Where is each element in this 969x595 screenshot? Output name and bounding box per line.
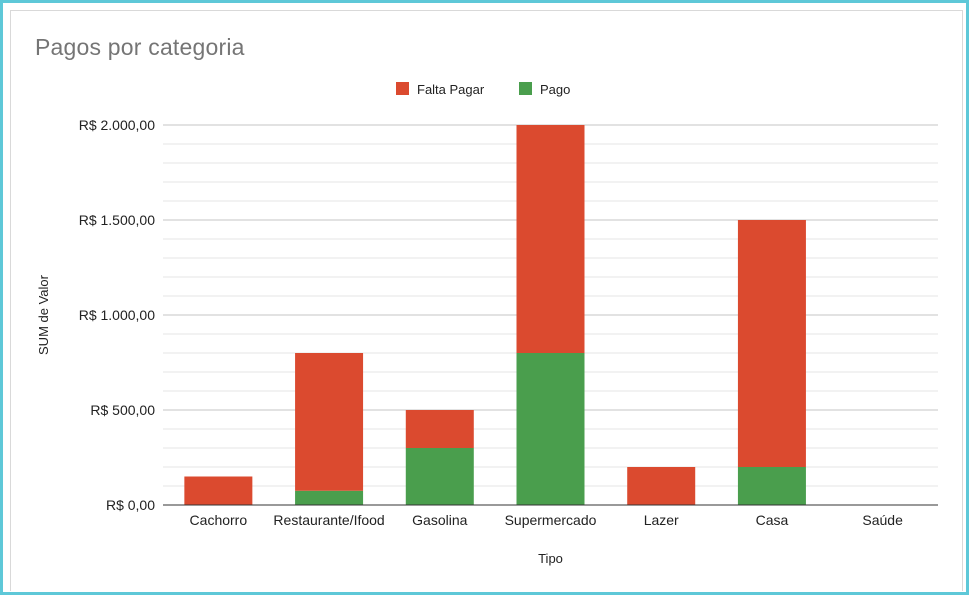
bar-casa-falta-pagar[interactable]: [737, 220, 806, 467]
legend-label: Pago: [540, 82, 570, 97]
x-tick-label: Lazer: [644, 512, 679, 528]
legend-swatch: [396, 82, 409, 95]
y-tick-label: R$ 1.000,00: [79, 307, 155, 323]
x-tick-label: Supermercado: [505, 512, 597, 528]
legend-item-falta-pagar[interactable]: Falta Pagar: [396, 82, 485, 97]
x-axis-title: Tipo: [538, 551, 563, 566]
y-tick-label: R$ 0,00: [106, 497, 155, 513]
y-tick-label: R$ 500,00: [90, 402, 155, 418]
x-tick-label: Saúde: [862, 512, 903, 528]
x-axis-ticks: Cachorro Restaurante/Ifood Gasolina Superme…: [190, 512, 904, 528]
bar-cachorro-falta-pagar[interactable]: [184, 476, 253, 506]
bar-casa-pago[interactable]: [737, 467, 806, 505]
bar-lazer-falta-pagar[interactable]: [627, 467, 696, 505]
y-axis-title: SUM de Valor: [36, 274, 51, 355]
legend[interactable]: Falta Pagar Pago: [396, 82, 570, 97]
bar-supermercado-falta-pagar[interactable]: [516, 125, 585, 353]
y-axis-ticks: R$ 0,00 R$ 500,00 R$ 1.000,00 R$ 1.500,00 R$…: [79, 117, 156, 513]
bars: [184, 125, 806, 505]
legend-label: Falta Pagar: [417, 82, 485, 97]
x-tick-label: Casa: [756, 512, 789, 528]
y-tick-label: R$ 2.000,00: [79, 117, 155, 133]
x-tick-label: Gasolina: [412, 512, 467, 528]
legend-item-pago[interactable]: Pago: [519, 82, 570, 97]
legend-swatch: [519, 82, 532, 95]
bar-gasolina-falta-pagar[interactable]: [405, 410, 474, 448]
x-tick-label: Restaurante/Ifood: [273, 512, 384, 528]
y-tick-label: R$ 1.500,00: [79, 212, 155, 228]
bar-supermercado-pago[interactable]: [516, 353, 585, 505]
x-tick-label: Cachorro: [190, 512, 248, 528]
bar-restaurante-ifood-pago[interactable]: [295, 490, 364, 505]
bar-restaurante-ifood-falta-pagar[interactable]: [295, 353, 364, 491]
chart-title: Pagos por categoria: [35, 34, 245, 60]
bar-gasolina-pago[interactable]: [405, 448, 474, 505]
